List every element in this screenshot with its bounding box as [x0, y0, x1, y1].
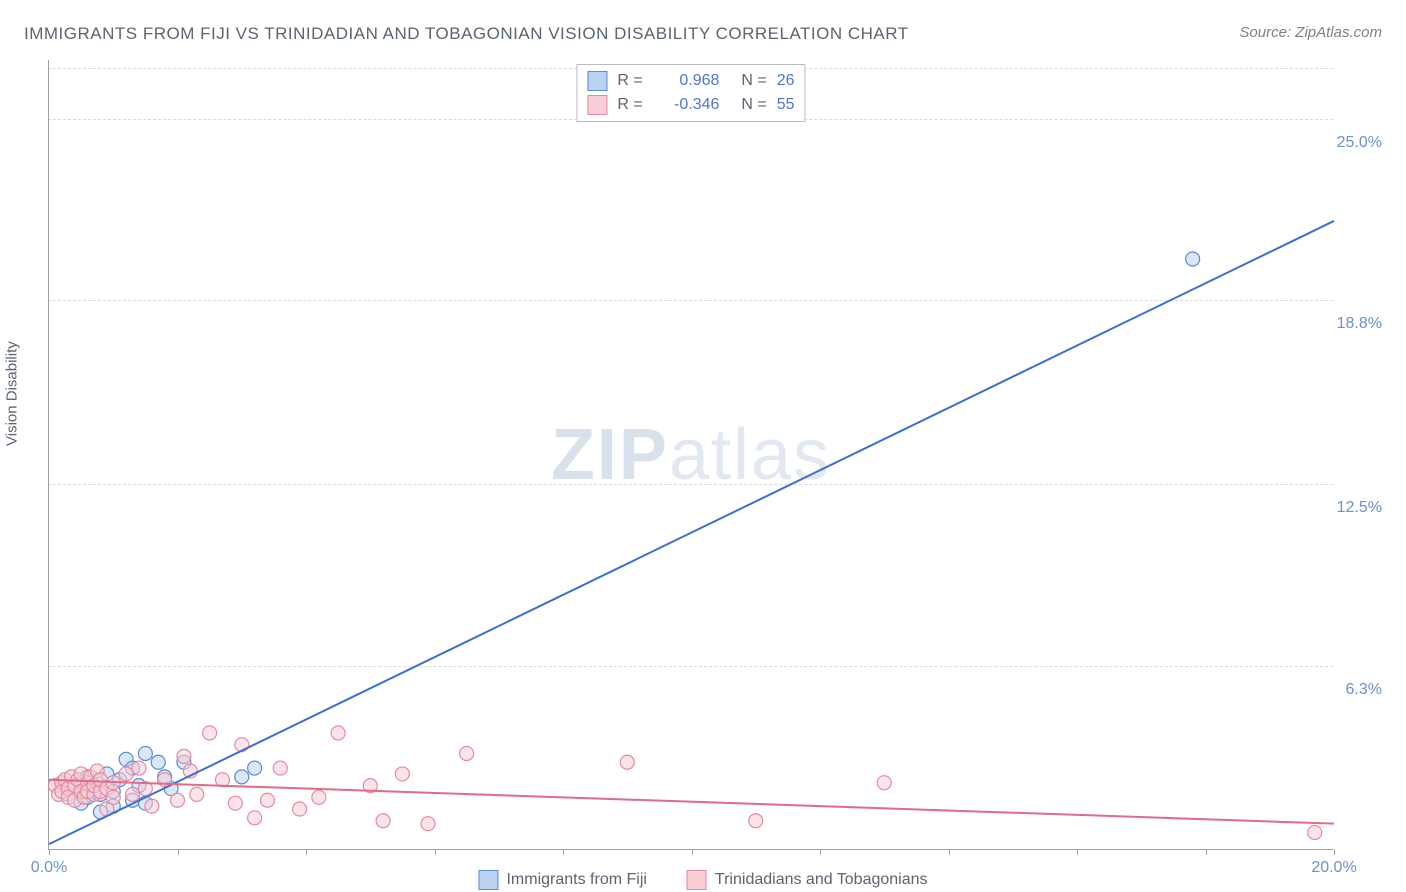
data-point: [395, 767, 409, 781]
data-point: [119, 767, 133, 781]
x-tick: [949, 849, 950, 855]
data-point: [145, 799, 159, 813]
page-title: IMMIGRANTS FROM FIJI VS TRINIDADIAN AND …: [24, 24, 909, 44]
data-point: [190, 787, 204, 801]
legend-label-trinidad: Trinidadians and Tobagonians: [715, 871, 928, 889]
plot-area: ZIPatlas R = 0.968 N = 26 R = -0.346 N =…: [48, 60, 1333, 850]
legend-item-fiji: Immigrants from Fiji: [478, 870, 646, 890]
chart-svg: [49, 60, 1333, 849]
regression-line: [49, 221, 1334, 844]
data-point: [126, 787, 140, 801]
data-point: [312, 790, 326, 804]
y-tick-label: 6.3%: [1346, 681, 1382, 699]
data-point: [620, 755, 634, 769]
x-tick: [1077, 849, 1078, 855]
x-tick: [435, 849, 436, 855]
swatch-fiji: [478, 870, 498, 890]
data-point: [203, 726, 217, 740]
data-point: [228, 796, 242, 810]
data-point: [171, 793, 185, 807]
x-tick-label: 20.0%: [1311, 859, 1356, 877]
data-point: [138, 746, 152, 760]
source-value: ZipAtlas.com: [1295, 24, 1382, 41]
data-point: [106, 790, 120, 804]
x-tick: [178, 849, 179, 855]
y-tick-label: 18.8%: [1337, 315, 1382, 333]
data-point: [1186, 252, 1200, 266]
data-point: [151, 755, 165, 769]
x-tick: [1334, 849, 1335, 855]
data-point: [132, 761, 146, 775]
data-point: [376, 814, 390, 828]
data-point: [248, 811, 262, 825]
swatch-trinidad: [687, 870, 707, 890]
legend-label-fiji: Immigrants from Fiji: [506, 871, 646, 889]
data-point: [293, 802, 307, 816]
series-legend: Immigrants from Fiji Trinidadians and To…: [478, 870, 927, 890]
data-point: [260, 793, 274, 807]
data-point: [235, 770, 249, 784]
x-tick: [306, 849, 307, 855]
x-tick-label: 0.0%: [31, 859, 67, 877]
x-tick: [692, 849, 693, 855]
data-point: [248, 761, 262, 775]
data-point: [177, 749, 191, 763]
x-tick: [49, 849, 50, 855]
y-axis-label: Vision Disability: [4, 341, 21, 446]
legend-item-trinidad: Trinidadians and Tobagonians: [687, 870, 928, 890]
data-point: [460, 746, 474, 760]
x-tick: [563, 849, 564, 855]
data-point: [749, 814, 763, 828]
data-point: [877, 776, 891, 790]
data-point: [331, 726, 345, 740]
source-label: Source:: [1239, 24, 1291, 41]
data-point: [273, 761, 287, 775]
y-tick-label: 25.0%: [1337, 134, 1382, 152]
x-tick: [1206, 849, 1207, 855]
data-point: [1308, 825, 1322, 839]
data-point: [421, 817, 435, 831]
x-tick: [820, 849, 821, 855]
source-credit: Source: ZipAtlas.com: [1239, 24, 1382, 41]
y-tick-label: 12.5%: [1337, 499, 1382, 517]
